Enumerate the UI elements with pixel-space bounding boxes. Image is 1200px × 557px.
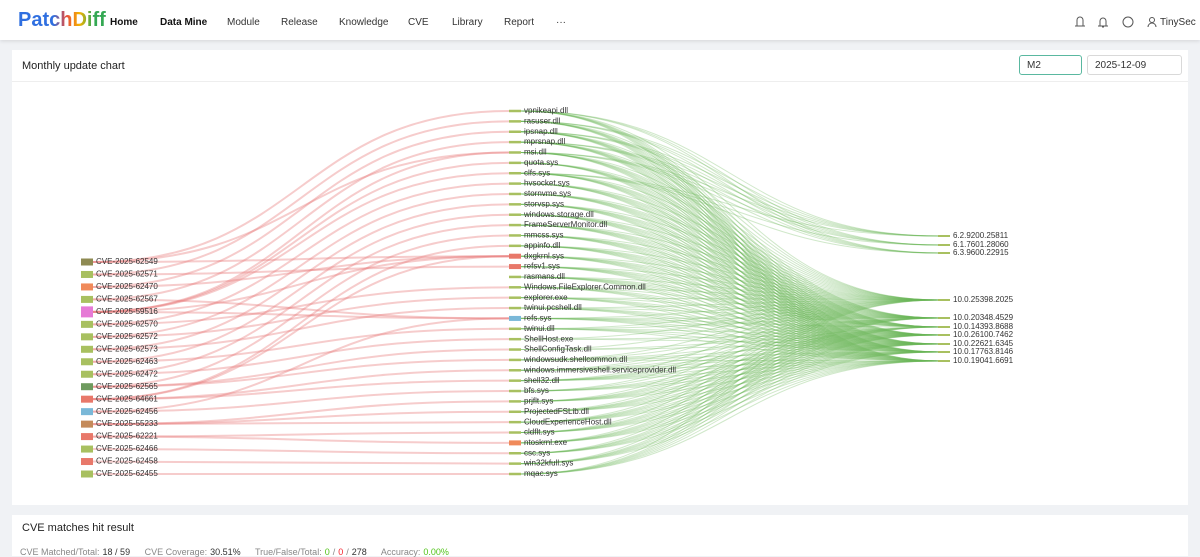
logo[interactable]: PatchDiff: [18, 9, 106, 32]
icon-user-body: [1148, 23, 1156, 27]
nav-item[interactable]: ···: [556, 17, 566, 28]
panel-title: CVE matches hit result: [22, 522, 134, 534]
nav-item[interactable]: CVE: [408, 17, 429, 28]
nav-item[interactable]: Release: [281, 17, 318, 28]
user-name[interactable]: TinySec: [1160, 17, 1196, 28]
divider: [12, 81, 1188, 82]
icon-user[interactable]: [1150, 18, 1155, 23]
select-value: M2: [1027, 60, 1041, 71]
nav-item[interactable]: Knowledge: [339, 17, 388, 28]
period-select[interactable]: M2: [1019, 55, 1082, 75]
chart-panel: Monthly update chart M2 2025-12-09: [12, 50, 1188, 505]
icon-help[interactable]: [1123, 17, 1133, 27]
nav-item[interactable]: Home: [110, 17, 138, 28]
panel-title: Monthly update chart: [22, 60, 125, 72]
date-value: 2025-12-09: [1095, 60, 1146, 71]
date-select[interactable]: 2025-12-09: [1087, 55, 1182, 75]
nav-item[interactable]: Data Mine: [160, 17, 207, 28]
nav-item[interactable]: Library: [452, 17, 483, 28]
icon-bell[interactable]: [1098, 18, 1108, 27]
header: PatchDiff Home Data Mine Module Release Know…: [0, 0, 1200, 40]
nav-item[interactable]: Module: [227, 17, 260, 28]
nav-item[interactable]: Report: [504, 17, 534, 28]
icon-pin[interactable]: [1075, 17, 1085, 26]
